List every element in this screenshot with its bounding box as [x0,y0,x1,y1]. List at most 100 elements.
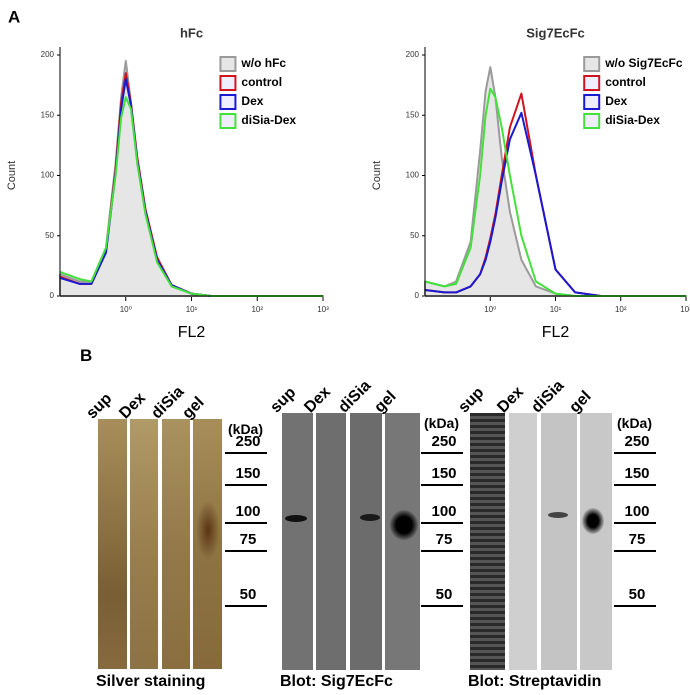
marker-line [614,452,656,454]
x-tick-label: 10⁰ [120,305,132,314]
blot-caption: Blot: Streptavidin [468,673,602,690]
chart-title: hFc [180,25,203,40]
marker-label: 150 [431,465,457,482]
blot-caption: Blot: Sig7EcFc [280,673,393,690]
band [360,514,380,521]
y-tick-label: 50 [410,231,419,240]
band [390,510,418,540]
marker-label: 100 [624,503,650,520]
marker-label: 75 [628,531,646,548]
legend-label: Dex [241,94,263,108]
marker-line [421,522,463,524]
marker-line [225,550,267,552]
legend-swatch [583,56,601,72]
y-tick-label: 100 [406,171,420,180]
legend-label: w/o hFc [240,56,286,70]
lane [385,413,420,670]
lane-label: diSia [148,383,188,423]
panel-label: B [80,346,93,365]
marker-label: 150 [624,465,650,482]
band [582,508,604,534]
marker-line [421,484,463,486]
marker-label: 250 [431,433,457,450]
lane-label: Dex [301,383,335,417]
x-tick-label: 10³ [680,305,690,314]
legend-swatch [583,75,601,91]
x-tick-label: 10⁰ [484,305,496,314]
lane [470,413,505,670]
marker-label: 150 [235,465,261,482]
x-tick-label: 10¹ [550,305,562,314]
marker-label: 100 [235,503,261,520]
lane [282,413,313,670]
legend-label: w/o Sig7EcFc [604,56,683,70]
lane-label: Dex [116,389,150,423]
y-tick-label: 200 [41,50,55,59]
legend-label: diSia-Dex [605,113,660,127]
marker-label: 50 [239,586,257,603]
unit-label: (kDa) [228,421,264,437]
x-tick-label: 10³ [317,305,329,314]
marker-line [614,522,656,524]
x-tick-label: 10² [615,305,627,314]
marker-line [225,522,267,524]
x-axis-label: FL2 [542,324,570,341]
legend-swatch [583,113,601,129]
marker-line [614,484,656,486]
x-tick-label: 10¹ [186,305,198,314]
lane [130,419,158,669]
marker-line [421,452,463,454]
lane-label: diSia [528,377,568,417]
marker-line [614,550,656,552]
y-axis-label: Count [371,161,383,190]
lane [541,413,577,670]
legend-swatch [583,94,601,110]
lane-label: diSia [335,377,375,417]
lane [162,419,190,669]
lane [350,413,382,670]
marker-line [225,605,267,607]
histograms: A hFc FL2 Count 0 50 100 150 200 10⁰ 10¹ 10² 10³ w/o… [6,7,690,341]
marker-label: 50 [628,586,646,603]
legend-label: Dex [605,94,627,108]
marker-label: 250 [624,433,650,450]
chart-title: Sig7EcFc [526,25,585,40]
marker-label: 75 [435,531,453,548]
lane [98,419,127,669]
legend-label: diSia-Dex [241,113,296,127]
x-axis-label: FL2 [178,324,206,341]
legend-swatch [219,113,237,129]
y-tick-label: 200 [406,50,420,59]
band [285,515,307,522]
y-tick-label: 50 [45,231,54,240]
band [196,500,220,560]
blot-caption: Silver staining [96,673,206,690]
y-tick-label: 0 [415,291,420,300]
panel-label: A [8,7,20,26]
marker-line [421,550,463,552]
unit-label: (kDa) [424,415,460,431]
band [548,512,568,518]
marker-line [614,605,656,607]
legend-swatch [219,56,237,72]
x-tick-label: 10² [251,305,263,314]
y-tick-label: 100 [41,171,55,180]
y-tick-label: 150 [41,110,55,119]
lane-label: Dex [494,383,528,417]
y-tick-label: 0 [50,291,55,300]
marker-line [421,605,463,607]
legend-label: control [605,75,646,89]
lane [316,413,346,670]
marker-label: 50 [435,586,453,603]
marker-label: 250 [235,433,261,450]
marker-label: 75 [239,531,257,548]
marker-line [225,484,267,486]
histogram-line [424,111,686,297]
legend-label: control [241,75,282,89]
y-axis-label: Count [6,161,18,190]
marker-line [225,452,267,454]
marker-label: 100 [431,503,457,520]
legend-swatch [219,75,237,91]
y-tick-label: 150 [406,110,420,119]
